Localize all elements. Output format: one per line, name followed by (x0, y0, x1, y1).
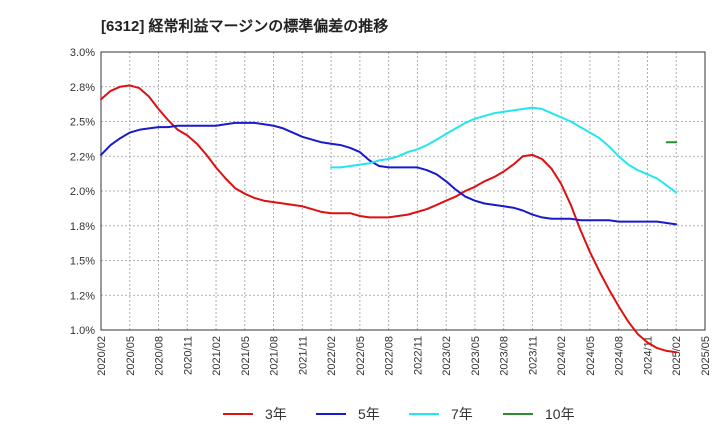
y-tick-label: 1.0% (70, 325, 95, 337)
y-axis-ticks: 3.0% 2.8% 2.5% 2.2% 2.0% 1.8% 1.5% 1.2% 1.0% (70, 47, 95, 337)
x-tick-label: 2020/02 (96, 336, 108, 376)
y-tick-label: 1.5% (70, 256, 95, 268)
x-tick-label: 2021/02 (211, 336, 223, 376)
legend-label-3: 7年 (451, 406, 473, 422)
x-tick-label: 2025/05 (700, 336, 712, 376)
y-tick-label: 2.2% (70, 151, 95, 163)
x-tick-label: 2022/11 (412, 336, 424, 375)
x-tick-label: 2021/11 (297, 336, 309, 375)
y-tick-label: 2.5% (70, 117, 95, 129)
x-tick-label: 2020/11 (182, 336, 194, 375)
x-tick-label: 2023/08 (499, 336, 511, 376)
legend: 3年 5年 7年 10年 (223, 406, 575, 422)
series-line-1 (100, 84, 678, 354)
legend-label-1: 3年 (265, 406, 287, 422)
x-tick-label: 2022/08 (384, 336, 396, 376)
x-tick-label: 2021/08 (269, 336, 281, 376)
y-tick-label: 1.2% (70, 290, 95, 302)
series-group (100, 84, 678, 354)
x-axis-ticks: 2020/02 2020/05 2020/08 2020/11 2021/02 2021/… (96, 336, 712, 376)
series-line-2 (100, 121, 678, 226)
legend-label-2: 5年 (358, 406, 380, 422)
x-tick-label: 2021/05 (240, 336, 252, 376)
x-tick-label: 2024/08 (614, 336, 626, 376)
x-tick-label: 2023/05 (470, 336, 482, 376)
y-tick-label: 1.8% (70, 221, 95, 233)
x-tick-label: 2024/11 (642, 336, 654, 375)
x-tick-label: 2020/08 (154, 336, 166, 376)
legend-label-4: 10年 (545, 406, 575, 422)
y-tick-label: 2.0% (70, 186, 95, 198)
x-tick-label: 2022/05 (355, 336, 367, 376)
x-tick-label: 2024/05 (585, 336, 597, 376)
y-tick-label: 2.8% (70, 82, 95, 94)
x-tick-label: 2025/02 (671, 336, 683, 376)
plot-border (100, 51, 706, 331)
chart-title: [6312] 経常利益マージンの標準偏差の推移 (101, 17, 388, 35)
x-tick-label: 2024/02 (556, 336, 568, 376)
y-tick-label: 3.0% (70, 47, 95, 59)
x-tick-label: 2023/11 (527, 336, 539, 375)
x-tick-label: 2020/05 (125, 336, 137, 376)
x-tick-label: 2022/02 (326, 336, 338, 376)
series-line-3 (330, 106, 678, 194)
x-tick-label: 2023/02 (441, 336, 453, 376)
